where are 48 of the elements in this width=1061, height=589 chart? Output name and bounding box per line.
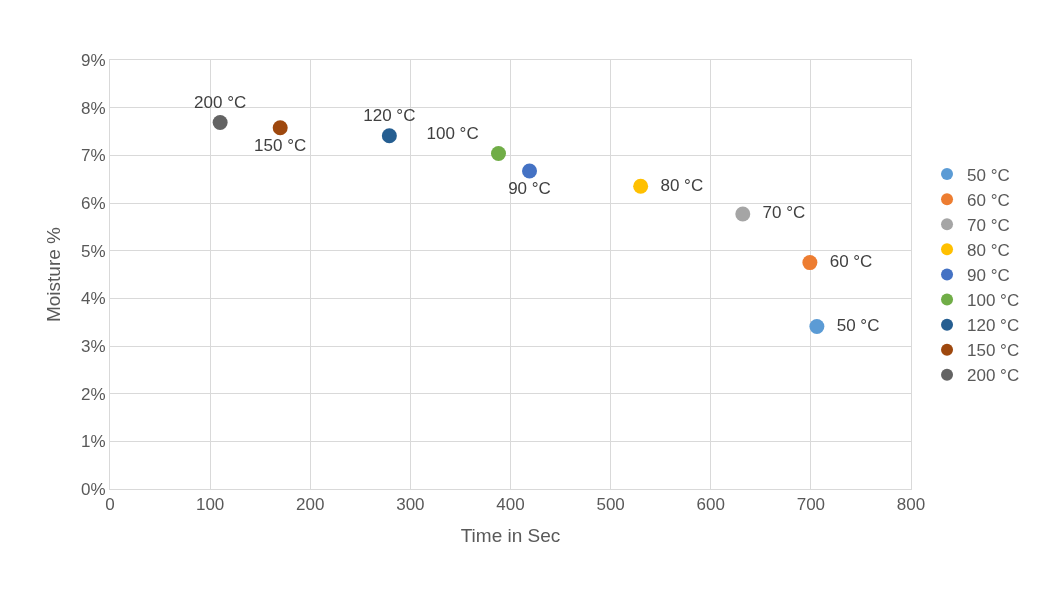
text: 150 °C xyxy=(254,135,307,155)
y-tick-label: 9% xyxy=(81,50,106,70)
legend-label: 150 °C xyxy=(967,341,1020,361)
point xyxy=(802,255,818,271)
x-tick-label: 800 xyxy=(896,495,926,515)
text: 50 °C xyxy=(836,315,880,335)
text: 100 °C xyxy=(426,123,479,143)
x-tick-label: 600 xyxy=(696,495,725,515)
y-tick-label: 7% xyxy=(81,146,106,166)
y-tick-label: 8% xyxy=(81,98,106,118)
y-tick-label: 6% xyxy=(81,193,106,213)
text: 120 °C xyxy=(363,106,416,126)
point xyxy=(381,128,397,144)
legend-label: 70 °C xyxy=(967,215,1010,235)
x-axis-title: Time in Sec xyxy=(460,525,561,547)
legend-label: 90 °C xyxy=(967,266,1010,286)
legend-label: 120 °C xyxy=(967,316,1020,336)
legend-label: 100 °C xyxy=(967,291,1020,311)
text: 60 °C xyxy=(829,251,873,271)
point xyxy=(735,206,751,222)
text: 70 °C xyxy=(762,203,806,223)
y-axis-title: Moisture % xyxy=(42,226,64,323)
x-tick-label: 0 xyxy=(105,495,115,515)
y-tick-label: 4% xyxy=(81,289,106,309)
x-tick-label: 200 xyxy=(296,495,325,515)
y-tick-label: 3% xyxy=(81,336,106,356)
point xyxy=(212,114,228,130)
y-tick-label: 0% xyxy=(81,479,106,499)
legend-label: 50 °C xyxy=(967,165,1010,185)
text: 90 °C xyxy=(508,179,551,199)
x-tick-label: 400 xyxy=(496,495,525,515)
text: 200 °C xyxy=(194,92,247,112)
point xyxy=(522,163,538,179)
point xyxy=(633,178,649,194)
x-tick-label: 700 xyxy=(796,495,826,515)
legend-label: 60 °C xyxy=(967,190,1010,210)
y-tick-label: 5% xyxy=(81,241,106,261)
legend-label: 80 °C xyxy=(967,240,1010,260)
y-tick-label: 1% xyxy=(81,432,106,452)
x-tick-label: 500 xyxy=(596,495,625,515)
x-tick-label: 100 xyxy=(195,495,225,515)
point xyxy=(809,318,825,334)
y-tick-label: 2% xyxy=(81,384,106,404)
point xyxy=(491,145,506,161)
text: 80 °C xyxy=(660,175,704,195)
x-tick-label: 300 xyxy=(396,495,425,515)
legend-label: 200 °C xyxy=(967,366,1020,386)
point xyxy=(272,120,288,136)
